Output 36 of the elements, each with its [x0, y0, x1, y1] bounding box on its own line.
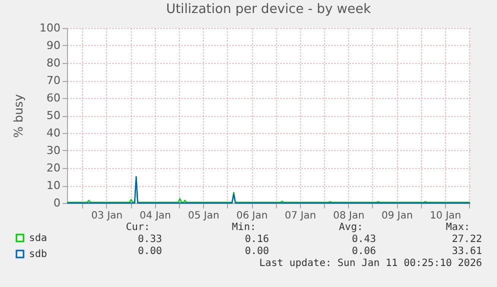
x-tick-label: 04 Jan [140, 210, 171, 222]
text: 0.06 [352, 246, 376, 257]
text: 0.43 [352, 234, 376, 245]
legend-label: sda [29, 233, 48, 244]
y-tick-label: 90 [46, 39, 60, 52]
y-tick-label: 40 [46, 126, 60, 140]
text: Max: [446, 222, 470, 233]
text: Avg: [338, 222, 363, 233]
text: 0.00 [244, 246, 269, 257]
text: 27.22 [452, 234, 482, 245]
chart-title: Utilization per device - by week [166, 2, 372, 17]
y-tick-label: 20 [46, 162, 60, 174]
y-tick-label: 50 [46, 109, 60, 122]
y-tick-label: 100 [40, 22, 60, 34]
y-tick-label: 80 [46, 56, 60, 70]
x-tick-label: 09 Jan [381, 210, 413, 222]
x-tick-label: 08 Jan [333, 210, 364, 222]
text: Min: [232, 222, 256, 233]
text: Last update: Sun Jan 11 00:25:10 2026 [259, 258, 482, 269]
legend-label: sdb [29, 249, 48, 260]
y-tick-label: 70 [46, 74, 60, 87]
x-tick-label: 07 Jan [284, 210, 316, 222]
y-tick-label: 10 [46, 179, 60, 192]
text: 33.61 [452, 246, 482, 257]
text: 0.00 [138, 246, 162, 257]
y-axis-title: % busy [12, 94, 26, 138]
text: 0.33 [138, 234, 162, 245]
x-tick-label: 06 Jan [236, 210, 268, 222]
x-tick-label: 05 Jan [188, 210, 220, 222]
x-tick-label: 10 Jan [430, 210, 462, 222]
text: 0.16 [244, 234, 269, 245]
y-tick-label: 30 [46, 144, 60, 157]
y-tick-label: 60 [46, 92, 60, 104]
text: Cur: [126, 222, 150, 233]
x-tick-label: 03 Jan [91, 210, 123, 222]
y-tick-label: 0 [54, 196, 60, 210]
